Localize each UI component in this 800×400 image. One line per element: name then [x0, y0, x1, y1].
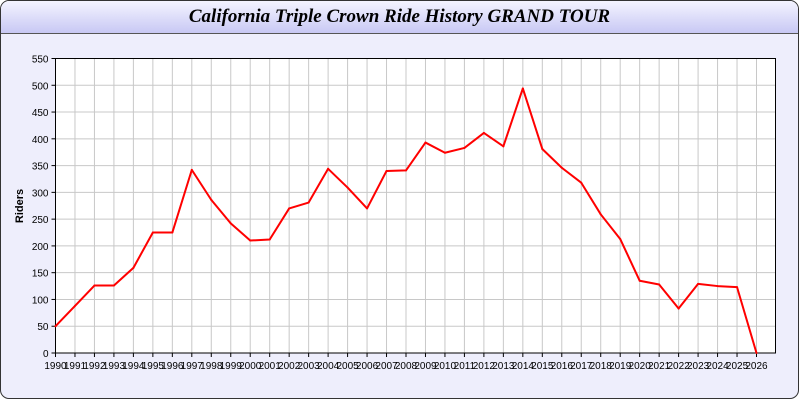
data-point	[288, 207, 291, 210]
x-tick-label: 1997	[181, 361, 204, 372]
x-tick-label: 2001	[259, 361, 282, 372]
data-point	[229, 222, 232, 225]
data-point	[755, 352, 758, 354]
x-tick-label: 1991	[64, 361, 87, 372]
data-point	[482, 131, 485, 134]
y-tick-label: 50	[37, 322, 49, 333]
x-tick-label: 2026	[745, 361, 768, 372]
data-point	[502, 145, 505, 148]
x-tick-label: 1992	[83, 361, 106, 372]
data-point	[638, 279, 641, 282]
x-tick-label: 1993	[103, 361, 126, 372]
y-axis-label: Riders	[14, 189, 26, 223]
data-point	[716, 285, 719, 288]
data-point	[541, 147, 544, 150]
data-point	[190, 168, 193, 171]
x-tick-label: 2004	[317, 361, 340, 372]
data-point	[112, 284, 115, 287]
data-point	[93, 284, 96, 287]
y-tick-label: 500	[32, 81, 49, 92]
x-tick-label: 2018	[590, 361, 613, 372]
data-point	[560, 166, 563, 169]
x-tick-label: 2022	[667, 361, 690, 372]
data-point	[619, 237, 622, 240]
chart-title: California Triple Crown Ride History GRA…	[188, 6, 611, 27]
data-point	[385, 169, 388, 172]
x-tick-label: 2013	[492, 361, 515, 372]
plot-area	[55, 58, 776, 353]
x-tick-label: 2012	[473, 361, 496, 372]
y-tick-label: 250	[32, 215, 49, 226]
x-tick-label: 2017	[570, 361, 593, 372]
data-point	[521, 87, 524, 90]
data-point	[424, 141, 427, 144]
x-tick-label: 2002	[278, 361, 301, 372]
x-tick-label: 2003	[298, 361, 321, 372]
data-point	[132, 266, 135, 269]
data-point	[736, 286, 739, 289]
data-point	[658, 283, 661, 286]
x-tick-label: 2019	[609, 361, 632, 372]
data-point	[697, 282, 700, 285]
x-tick-label: 2015	[531, 361, 554, 372]
plot-border	[55, 58, 776, 354]
y-tick-label: 450	[32, 108, 49, 119]
data-point	[54, 325, 57, 328]
x-tick-label: 1995	[142, 361, 165, 372]
x-tick-label: 2025	[726, 361, 749, 372]
data-point	[366, 207, 369, 210]
x-tick-label: 1998	[200, 361, 223, 372]
y-tick-label: 400	[32, 135, 49, 146]
data-point	[677, 307, 680, 310]
x-tick-label: 1990	[44, 361, 67, 372]
x-tick-label: 2009	[414, 361, 437, 372]
data-point	[307, 201, 310, 204]
y-tick-label: 150	[32, 269, 49, 280]
data-point	[210, 198, 213, 201]
grid	[55, 58, 776, 354]
x-tick-label: 2011	[454, 361, 476, 372]
x-tick-label: 2023	[687, 361, 710, 372]
title-bar: California Triple Crown Ride History GRA…	[1, 1, 798, 34]
y-tick-label: 300	[32, 188, 49, 199]
x-tick-label: 2008	[395, 361, 418, 372]
x-tick-label: 2005	[336, 361, 359, 372]
data-point	[580, 181, 583, 184]
x-tick-label: 2021	[648, 361, 671, 372]
x-tick-label: 1999	[220, 361, 243, 372]
data-point	[151, 231, 154, 234]
y-tick-label: 550	[32, 55, 49, 66]
data-point	[171, 231, 174, 234]
y-tick-label: 200	[32, 242, 49, 253]
data-point	[73, 304, 76, 307]
x-tick-label: 1994	[122, 361, 145, 372]
axes: 1990199119921993199419951996199719981999…	[32, 55, 776, 372]
data-point	[346, 186, 349, 189]
data-point	[327, 167, 330, 170]
x-tick-label: 1996	[161, 361, 184, 372]
x-tick-label: 2016	[551, 361, 574, 372]
x-tick-label: 2014	[512, 361, 535, 372]
series	[54, 87, 758, 354]
x-tick-label: 2020	[629, 361, 652, 372]
y-tick-label: 0	[43, 349, 49, 360]
data-point	[443, 151, 446, 154]
x-tick-label: 2024	[706, 361, 729, 372]
data-point	[463, 146, 466, 149]
x-tick-label: 2010	[434, 361, 457, 372]
y-tick-label: 100	[32, 295, 49, 306]
x-tick-label: 2000	[239, 361, 262, 372]
data-point	[405, 169, 407, 172]
data-point	[268, 238, 271, 241]
x-tick-label: 2006	[356, 361, 379, 372]
x-tick-label: 2007	[375, 361, 398, 372]
data-point	[249, 239, 252, 242]
data-point	[599, 213, 602, 216]
y-tick-label: 350	[32, 162, 49, 173]
